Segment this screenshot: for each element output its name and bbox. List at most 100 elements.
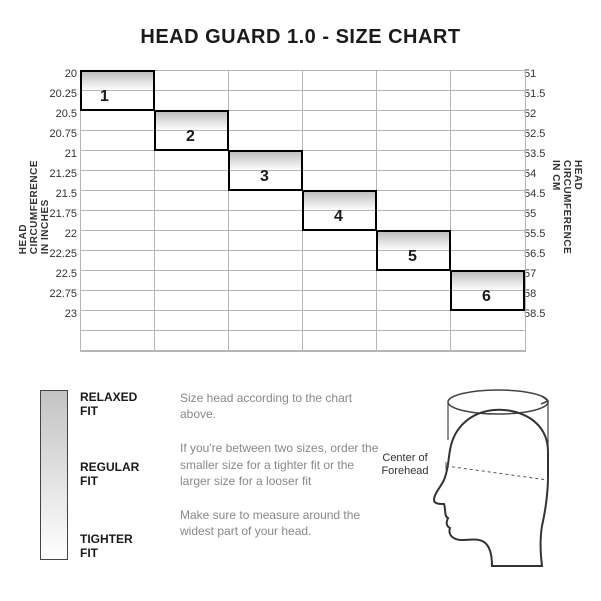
grid-cell <box>377 251 451 271</box>
grid-cell <box>155 311 229 331</box>
cm-tick: 52.5 <box>524 124 556 144</box>
grid-cell <box>377 231 451 251</box>
grid-cell <box>229 131 303 151</box>
grid-cell <box>155 231 229 251</box>
grid-cell <box>451 311 525 331</box>
grid-cell <box>377 151 451 171</box>
grid-cell <box>303 151 377 171</box>
cm-tick: 54 <box>524 164 556 184</box>
grid-cell <box>303 231 377 251</box>
grid-cell <box>451 91 525 111</box>
inches-tick: 22 <box>45 224 77 244</box>
grid-cell <box>81 311 155 331</box>
cm-tick: 55 <box>524 204 556 224</box>
grid-cell <box>229 171 303 191</box>
grid-cell <box>81 131 155 151</box>
grid-cell <box>303 251 377 271</box>
grid-cell <box>81 231 155 251</box>
grid-cell <box>155 251 229 271</box>
grid-cell <box>155 131 229 151</box>
grid-cell <box>81 211 155 231</box>
grid-cell <box>377 191 451 211</box>
grid-cell <box>229 331 303 351</box>
grid-cell <box>229 231 303 251</box>
cm-tick: 56.5 <box>524 244 556 264</box>
grid-cell <box>155 151 229 171</box>
inches-tick: 21.25 <box>45 164 77 184</box>
grid-cell <box>155 331 229 351</box>
instruction-text: Make sure to measure around the widest p… <box>180 507 380 539</box>
grid-cell <box>303 71 377 91</box>
grid-cell <box>451 111 525 131</box>
instruction-text: Size head according to the chart above. <box>180 390 380 422</box>
grid-cell <box>155 111 229 131</box>
grid-cell <box>377 171 451 191</box>
inches-tick: 20.75 <box>45 124 77 144</box>
grid-cell <box>377 131 451 151</box>
cm-scale: 5151.55252.553.55454.55555.556.5575858.5 <box>524 64 556 324</box>
cm-tick: 58 <box>524 284 556 304</box>
grid-cell <box>229 91 303 111</box>
grid-cell <box>451 191 525 211</box>
grid-cell <box>229 71 303 91</box>
grid-cell <box>451 171 525 191</box>
grid-cell <box>377 91 451 111</box>
cm-tick: 57 <box>524 264 556 284</box>
page-title: HEAD GUARD 1.0 - SIZE CHART <box>0 0 601 49</box>
grid-cell <box>229 151 303 171</box>
inches-tick: 21.75 <box>45 204 77 224</box>
grid-cell <box>81 71 155 91</box>
grid-cell <box>81 191 155 211</box>
grid-cell <box>303 311 377 331</box>
grid-cell <box>155 271 229 291</box>
grid-cell <box>451 131 525 151</box>
grid-cell <box>303 211 377 231</box>
grid-cell <box>303 331 377 351</box>
grid-cell <box>377 111 451 131</box>
grid-cell <box>451 331 525 351</box>
grid-cell <box>451 291 525 311</box>
grid-cell <box>377 331 451 351</box>
grid-cell <box>377 271 451 291</box>
cm-tick: 51 <box>524 64 556 84</box>
grid-cell <box>229 271 303 291</box>
grid-cell <box>451 271 525 291</box>
chart-grid: 123456 <box>80 70 526 352</box>
grid-cell <box>451 211 525 231</box>
grid-cell <box>229 251 303 271</box>
inches-tick: 23 <box>45 304 77 324</box>
head-diagram: Center ofForehead <box>390 380 570 570</box>
inches-scale: 2020.2520.520.752121.2521.521.752222.252… <box>45 64 77 324</box>
fit-gradient-bar <box>40 390 68 560</box>
inches-tick: 21 <box>45 144 77 164</box>
grid-cell <box>451 251 525 271</box>
inches-tick: 20.25 <box>45 84 77 104</box>
cm-tick: 53.5 <box>524 144 556 164</box>
grid-cell <box>155 211 229 231</box>
inches-tick: 20.5 <box>45 104 77 124</box>
grid-cell <box>451 71 525 91</box>
head-diagram-label: Center ofForehead <box>370 452 440 478</box>
grid-cell <box>81 291 155 311</box>
inches-tick: 22.75 <box>45 284 77 304</box>
inches-tick: 22.5 <box>45 264 77 284</box>
grid-cell <box>451 231 525 251</box>
grid-cell <box>377 71 451 91</box>
grid-cell <box>229 191 303 211</box>
grid-cell <box>451 151 525 171</box>
grid-cell <box>303 191 377 211</box>
grid-cell <box>303 111 377 131</box>
grid-cell <box>155 71 229 91</box>
fit-label: RELAXEDFIT <box>80 390 180 419</box>
grid-cell <box>303 171 377 191</box>
cm-tick: 54.5 <box>524 184 556 204</box>
grid-cell <box>229 291 303 311</box>
inches-tick: 20 <box>45 64 77 84</box>
grid-cell <box>155 171 229 191</box>
grid-cell <box>377 211 451 231</box>
cm-tick: 51.5 <box>524 84 556 104</box>
instructions: Size head according to the chart above.I… <box>180 390 380 557</box>
grid-cell <box>81 171 155 191</box>
grid-cell <box>81 91 155 111</box>
grid-cell <box>81 251 155 271</box>
